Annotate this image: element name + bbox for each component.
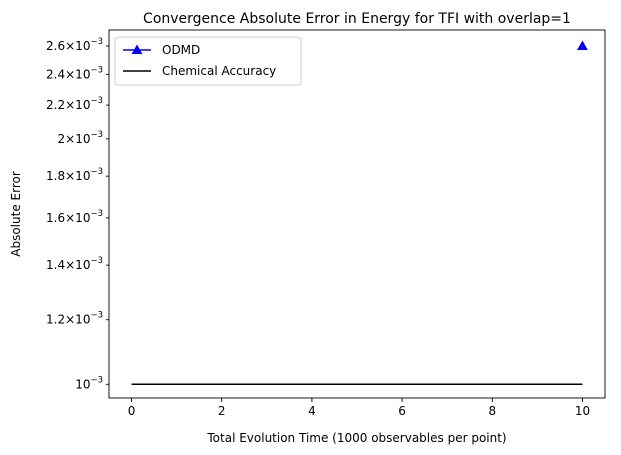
legend-chemical-accuracy-label: Chemical Accuracy xyxy=(162,64,276,78)
x-axis-label: Total Evolution Time (1000 observables p… xyxy=(206,431,506,445)
y-axis: 10−3 1.2×10−3 1.4×10−3 1.6×10−3 1.8×10−3 2×10… xyxy=(46,37,109,391)
plot-area xyxy=(131,40,588,386)
y-tick-label: 2.2×10−3 xyxy=(46,96,103,112)
legend-box xyxy=(114,36,302,86)
y-tick-label: 2×10−3 xyxy=(58,130,104,146)
chart-title: Convergence Absolute Error in Energy for… xyxy=(143,11,571,27)
x-tick-label: 4 xyxy=(308,404,316,418)
y-tick-label: 2.4×10−3 xyxy=(46,65,103,81)
plot-frame xyxy=(108,29,606,399)
legend-odmd-marker xyxy=(131,44,143,54)
y-tick-label: 10−3 xyxy=(75,375,103,391)
x-tick-label: 0 xyxy=(128,404,136,418)
y-tick-label: 1.6×10−3 xyxy=(46,209,103,225)
legend: ODMD Chemical Accuracy xyxy=(114,36,302,86)
x-tick-label: 10 xyxy=(575,404,590,418)
y-axis-label: Absolute Error xyxy=(9,171,23,257)
y-tick-label: 2.6×10−3 xyxy=(46,37,103,53)
x-tick-label: 8 xyxy=(488,404,496,418)
x-axis: 0 2 4 6 8 10 xyxy=(128,398,590,418)
x-tick-label: 6 xyxy=(398,404,406,418)
x-tick-label: 2 xyxy=(218,404,226,418)
y-tick-label: 1.4×10−3 xyxy=(46,256,103,272)
y-tick-label: 1.2×10−3 xyxy=(46,311,103,327)
series-odmd-point xyxy=(577,40,588,50)
legend-odmd-label: ODMD xyxy=(162,43,200,57)
y-tick-label: 1.8×10−3 xyxy=(46,167,103,183)
